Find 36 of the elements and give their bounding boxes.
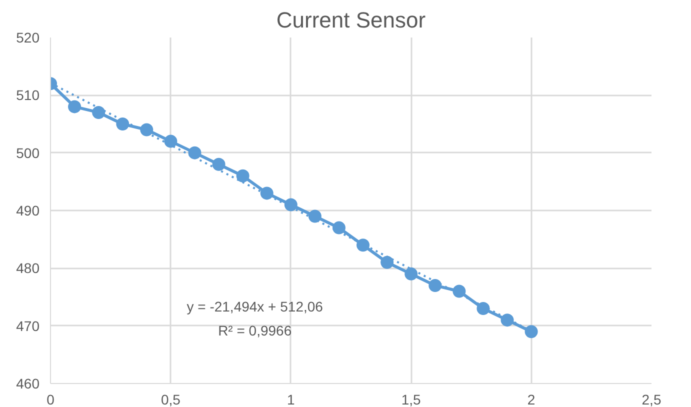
point (452, 284, 466, 298)
point (92, 106, 106, 119)
point (68, 100, 82, 114)
y-tick-label: 510 (16, 87, 40, 104)
y-tick-label: 480 (16, 260, 40, 276)
point (356, 238, 370, 252)
point (380, 256, 394, 269)
point (116, 118, 130, 130)
point (236, 169, 250, 182)
y-tick-label: 470 (16, 318, 40, 334)
point (428, 278, 442, 292)
chart-title: Current Sensor (276, 8, 426, 32)
point (500, 314, 514, 327)
y-tick-label: 460 (16, 376, 40, 392)
point (524, 325, 538, 338)
x-tick-label: 2,5 (642, 392, 662, 407)
y-tick-label: 490 (16, 202, 40, 218)
point (140, 123, 154, 136)
point (308, 210, 322, 223)
annotation: R² = 0,9966 (218, 322, 292, 339)
point (212, 158, 226, 171)
x-tick-label: 1 (287, 392, 296, 407)
x-tick-label: 2 (527, 392, 536, 407)
x-tick-label: 0 (46, 392, 55, 407)
x-tick-label: 1,5 (401, 392, 422, 407)
point (164, 134, 178, 148)
y-tick-label: 500 (16, 144, 40, 161)
point (476, 302, 490, 316)
point (404, 267, 418, 280)
y-tick-label: 520 (16, 30, 40, 46)
point (284, 198, 298, 212)
point (260, 186, 274, 200)
annotation: y = -21,494x + 512,06 (186, 298, 324, 314)
point (188, 146, 202, 160)
point (332, 221, 346, 234)
x-tick-label: 0,5 (160, 392, 181, 407)
